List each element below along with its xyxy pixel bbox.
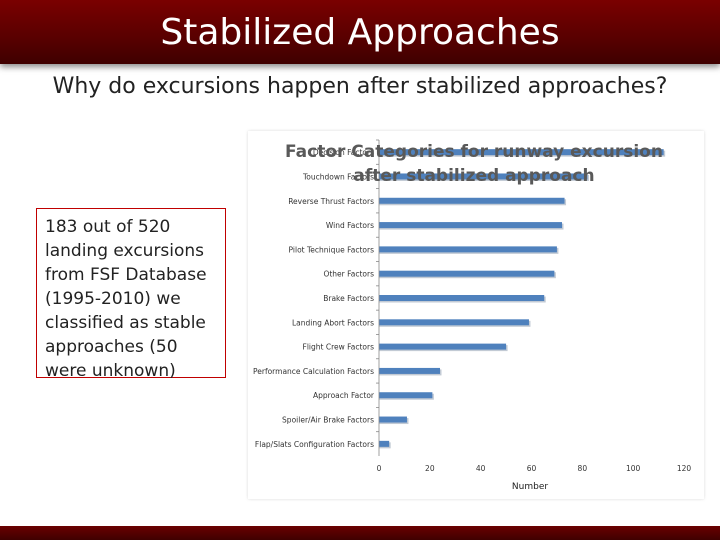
category-label: Brake Factors bbox=[323, 294, 374, 303]
bar bbox=[379, 392, 433, 399]
x-tick-label: 60 bbox=[527, 464, 537, 473]
category-label: Flap/Slats Configuration Factors bbox=[255, 440, 374, 449]
bars-layer bbox=[379, 149, 666, 449]
category-label: Flight Crew Factors bbox=[303, 343, 375, 352]
chart-title-line1: Factor Categories for runway excursion bbox=[285, 142, 663, 162]
category-label: Touchdown Factors bbox=[302, 172, 374, 181]
x-tick-label: 20 bbox=[425, 464, 435, 473]
bar bbox=[379, 197, 565, 204]
bar bbox=[379, 319, 529, 326]
bar bbox=[379, 416, 407, 423]
x-tick-label: 40 bbox=[476, 464, 486, 473]
category-label: Wind Factors bbox=[326, 221, 374, 230]
bar-chart: Decision Factors Touchdown Factors Reverse… bbox=[253, 139, 691, 492]
bar bbox=[379, 173, 588, 180]
bar bbox=[379, 149, 664, 156]
x-tick-label: 120 bbox=[677, 464, 692, 473]
bar bbox=[379, 222, 562, 229]
category-label: Landing Abort Factors bbox=[292, 318, 374, 327]
category-label: Performance Calculation Factors bbox=[253, 367, 374, 376]
bar bbox=[379, 270, 555, 277]
slide-subtitle: Why do excursions happen after stabilize… bbox=[52, 74, 668, 99]
axis-layer bbox=[376, 139, 380, 456]
category-label: Decision Factors bbox=[313, 148, 374, 157]
category-label: Approach Factor bbox=[313, 391, 375, 400]
callout-box: 183 out of 520 landing excursions from F… bbox=[36, 208, 226, 381]
bar bbox=[379, 295, 545, 301]
x-tick-label: 0 bbox=[377, 464, 382, 473]
category-label: Spoiler/Air Brake Factors bbox=[282, 416, 374, 425]
bar bbox=[379, 367, 440, 374]
chart-title-line2: after stabilized approach bbox=[353, 166, 594, 186]
bar bbox=[379, 246, 557, 253]
chart-panel: Decision Factors Touchdown Factors Reverse… bbox=[248, 131, 704, 499]
category-label: Reverse Thrust Factors bbox=[288, 197, 374, 206]
labels-layer: Decision Factors Touchdown Factors Reverse… bbox=[253, 148, 691, 473]
slide-title: Stabilized Approaches bbox=[160, 11, 560, 53]
title-bar: Stabilized Approaches bbox=[0, 0, 720, 64]
x-axis-label: Number bbox=[512, 482, 548, 492]
x-tick-label: 80 bbox=[578, 464, 588, 473]
x-tick-label: 100 bbox=[626, 464, 641, 473]
footer-bar bbox=[0, 526, 720, 540]
category-label: Other Factors bbox=[323, 270, 374, 279]
category-label: Pilot Technique Factors bbox=[289, 245, 375, 254]
bar bbox=[379, 440, 390, 447]
bar bbox=[379, 343, 507, 350]
